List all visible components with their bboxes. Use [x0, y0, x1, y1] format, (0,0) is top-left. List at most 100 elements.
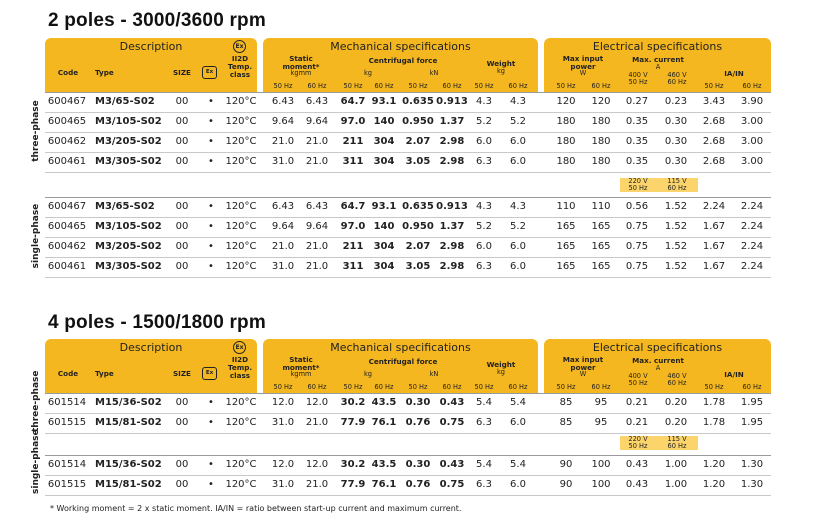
table-cell: 9.64 — [271, 116, 295, 127]
table-cell: 6.0 — [510, 261, 526, 272]
section-title: 2 poles - 3000/3600 rpm — [48, 10, 266, 31]
row-divider — [45, 237, 771, 238]
table-cell: 21.0 — [305, 417, 329, 428]
table-cell: 6.43 — [305, 96, 329, 107]
table-cell: 0.635 — [402, 201, 434, 212]
table-cell: 6.3 — [476, 479, 492, 490]
table-cell: 0.43 — [439, 459, 465, 470]
frequency-label: 60 Hz — [667, 184, 687, 192]
table-cell: 9.64 — [271, 221, 295, 232]
voltage-header-bg — [620, 178, 698, 192]
row-divider — [45, 495, 771, 496]
table-cell: 165 — [591, 221, 611, 232]
table-cell: 43.5 — [371, 397, 397, 408]
frequency-label: 50 Hz — [628, 442, 648, 450]
weight-header: Weight — [486, 59, 516, 68]
table-cell: 0.30 — [664, 136, 688, 147]
frequency-label: 50 Hz — [628, 184, 648, 192]
size-header: SIZE — [173, 369, 191, 378]
table-cell: 6.0 — [476, 136, 492, 147]
footnote: * Working moment = 2 x static moment. IA… — [50, 504, 462, 513]
table-cell: 211 — [342, 136, 364, 147]
460v-header: 60 Hz — [667, 78, 687, 86]
ia-in-header: IA/IN — [724, 370, 744, 379]
temp-class-header: II2D — [231, 355, 249, 364]
row-divider — [45, 455, 771, 456]
table-cell: 120 — [591, 96, 611, 107]
table-cell: • — [208, 201, 214, 212]
table-cell: 110 — [591, 201, 611, 212]
table-cell: • — [208, 479, 214, 490]
table-cell: 4.3 — [476, 201, 492, 212]
frequency-label: 50 Hz — [343, 82, 363, 90]
table-cell: 5.4 — [510, 397, 526, 408]
table-cell: 95 — [594, 397, 608, 408]
table-cell: 3.05 — [405, 156, 431, 167]
table-cell: 120°C — [225, 417, 257, 428]
table-cell: 120°C — [225, 241, 257, 252]
table-cell: 0.20 — [664, 397, 688, 408]
table-cell: 77.9 — [340, 479, 366, 490]
table-cell: 3.43 — [702, 96, 726, 107]
table-cell: 2.24 — [740, 241, 764, 252]
frequency-label: 60 Hz — [442, 383, 462, 391]
electrical-header-bg — [544, 339, 771, 393]
table-cell: 601515 — [47, 417, 87, 428]
table-cell: 1.78 — [702, 397, 726, 408]
table-cell: 0.30 — [664, 116, 688, 127]
table-cell: 00 — [175, 261, 189, 272]
table-cell: 5.4 — [476, 459, 492, 470]
table-cell: 6.3 — [476, 261, 492, 272]
table-cell: 76.1 — [371, 479, 397, 490]
table-cell: 30.2 — [340, 459, 366, 470]
ex-atex-icon: Ex — [233, 341, 246, 354]
table-cell: 93.1 — [371, 201, 397, 212]
weight-header: kg — [496, 368, 505, 376]
max-input-header: W — [579, 69, 587, 77]
table-cell: 0.950 — [402, 221, 434, 232]
static-moment-header: Static — [289, 54, 313, 63]
table-cell: 165 — [556, 241, 576, 252]
table-cell: 00 — [175, 221, 189, 232]
table-cell: 140 — [373, 116, 395, 127]
table-cell: 120°C — [225, 201, 257, 212]
table-cell: • — [208, 221, 214, 232]
table-cell: 3.00 — [740, 136, 764, 147]
table-cell: M15/81-S02 — [95, 479, 162, 490]
frequency-label: 50 Hz — [273, 383, 293, 391]
table-cell: 165 — [556, 261, 576, 272]
table-cell: 21.0 — [305, 156, 329, 167]
table-cell: 100 — [591, 479, 611, 490]
table-cell: 120 — [556, 96, 576, 107]
ia-in-header: IA/IN — [724, 69, 744, 78]
phase-label: single-phase — [31, 429, 41, 494]
table-cell: 00 — [175, 136, 189, 147]
frequency-label: 60 Hz — [442, 82, 462, 90]
row-divider — [45, 132, 771, 133]
table-cell: 1.00 — [664, 459, 688, 470]
description-header-bg — [45, 339, 257, 393]
table-cell: 1.30 — [740, 459, 764, 470]
table-cell: 600467 — [47, 201, 87, 212]
table-cell: 2.98 — [439, 241, 465, 252]
table-cell: 5.2 — [476, 116, 492, 127]
table-cell: 600462 — [47, 136, 87, 147]
table-cell: 4.3 — [510, 201, 526, 212]
row-divider — [45, 475, 771, 476]
temp-class-header: class — [229, 70, 251, 79]
frequency-label: 50 Hz — [704, 383, 724, 391]
table-cell: 0.35 — [625, 156, 649, 167]
table-cell: • — [208, 417, 214, 428]
table-cell: 2.98 — [439, 136, 465, 147]
row-divider — [45, 257, 771, 258]
table-cell: 00 — [175, 156, 189, 167]
table-cell: • — [208, 116, 214, 127]
mechanical-header-bg — [263, 38, 538, 92]
table-cell: 6.0 — [510, 479, 526, 490]
table-cell: 120°C — [225, 459, 257, 470]
phase-label: three-phase — [31, 370, 41, 432]
table-cell: 165 — [591, 261, 611, 272]
row-divider — [45, 413, 771, 414]
frequency-label: 60 Hz — [307, 82, 327, 90]
table-cell: M3/105-S02 — [95, 221, 162, 232]
